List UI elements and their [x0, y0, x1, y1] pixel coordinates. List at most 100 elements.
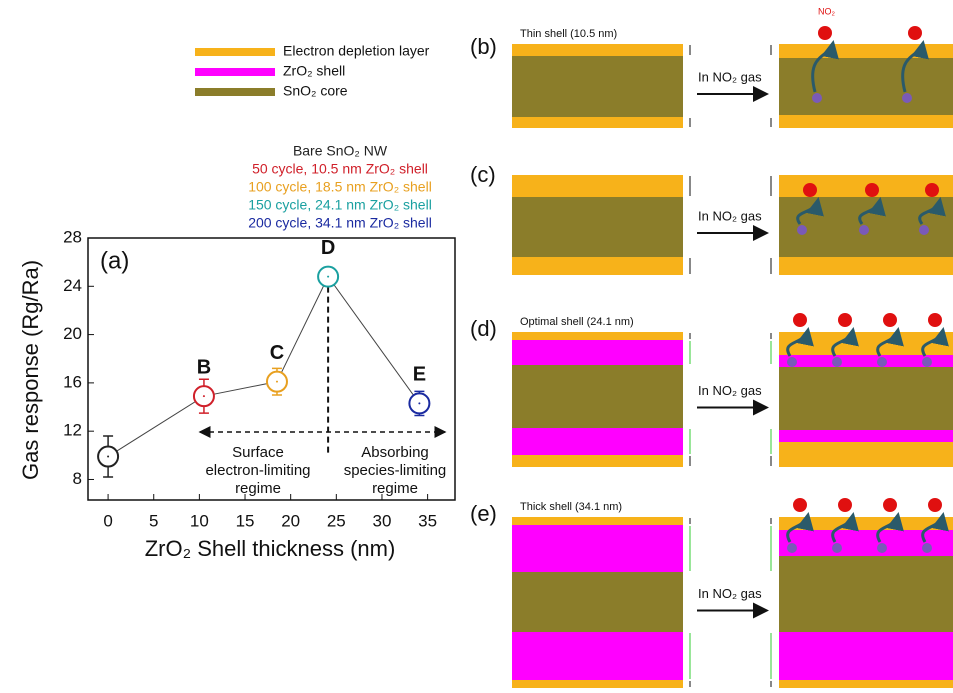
- electron: [919, 225, 929, 235]
- layer: [512, 632, 683, 680]
- layer: [512, 56, 683, 117]
- no2-molecule: [925, 183, 939, 197]
- electron: [859, 225, 869, 235]
- layer: [512, 365, 683, 428]
- regime-text: species-limiting: [344, 462, 447, 479]
- x-tick-label: 0: [103, 511, 112, 530]
- layer: [779, 115, 953, 128]
- layer-legend-label: Electron depletion layer: [283, 43, 430, 59]
- regime-text: regime: [372, 480, 418, 497]
- gas-label: In NO₂ gas: [698, 383, 762, 398]
- y-tick-label: 24: [63, 276, 82, 295]
- layer: [779, 257, 953, 275]
- regime-text: Absorbing: [361, 444, 429, 461]
- electron: [787, 357, 797, 367]
- point-label: D: [321, 237, 335, 259]
- x-tick-label: 20: [281, 511, 300, 530]
- gas-label: In NO₂ gas: [698, 586, 762, 601]
- no2-molecule: [928, 498, 942, 512]
- panel-label: (a): [100, 247, 129, 274]
- layer: [512, 257, 683, 275]
- layer: [512, 525, 683, 572]
- electron: [812, 93, 822, 103]
- layer: [512, 428, 683, 455]
- no2-molecule: [793, 313, 807, 327]
- no2-molecule: [883, 313, 897, 327]
- y-tick-label: 8: [73, 469, 82, 488]
- panel-label: (d): [470, 316, 497, 341]
- layer: [779, 44, 953, 58]
- layer: [512, 175, 683, 197]
- layer: [512, 340, 683, 365]
- electron: [877, 543, 887, 553]
- layer-swatch: [195, 88, 275, 96]
- electron: [922, 543, 932, 553]
- y-tick-label: 16: [63, 372, 82, 391]
- electron: [922, 357, 932, 367]
- point-label: B: [197, 356, 211, 378]
- layer: [512, 44, 683, 56]
- x-tick-label: 5: [149, 511, 158, 530]
- panel-label: (b): [470, 34, 497, 59]
- panel-label: (e): [470, 501, 497, 526]
- layer: [512, 517, 683, 525]
- y-tick-label: 28: [63, 227, 82, 246]
- no2-molecule: [883, 498, 897, 512]
- panel-label: (c): [470, 162, 496, 187]
- no2-molecule: [865, 183, 879, 197]
- point-label: C: [270, 342, 284, 364]
- y-axis-label: Gas response (Rg/Ra): [18, 260, 43, 480]
- x-axis-label: ZrO₂ Shell thickness (nm): [145, 536, 396, 561]
- layer: [779, 58, 953, 115]
- regime-text: regime: [235, 480, 281, 497]
- layer-swatch: [195, 68, 275, 76]
- electron: [787, 543, 797, 553]
- point-center: [276, 381, 278, 383]
- connector-line: [108, 277, 419, 457]
- legend-entry: 50 cycle, 10.5 nm ZrO₂ shell: [252, 161, 428, 177]
- layer: [512, 680, 683, 688]
- layer: [779, 632, 953, 680]
- x-tick-label: 10: [190, 511, 209, 530]
- legend-entry: 150 cycle, 24.1 nm ZrO₂ shell: [248, 197, 432, 213]
- electron: [797, 225, 807, 235]
- point-center: [327, 276, 329, 278]
- panel-title: Optimal shell (24.1 nm): [520, 316, 634, 328]
- layer: [512, 332, 683, 340]
- point-center: [418, 402, 420, 404]
- layer: [779, 556, 953, 632]
- legend-entry: 200 cycle, 34.1 nm ZrO₂ shell: [248, 215, 432, 231]
- layer: [512, 572, 683, 632]
- figure: (a) ZrO₂ Shell thickness (nm) Gas respon…: [0, 0, 953, 688]
- point-center: [203, 395, 205, 397]
- no2-molecule: [818, 26, 832, 40]
- molecule-label: NO₂: [818, 6, 836, 16]
- legend-entry: 100 cycle, 18.5 nm ZrO₂ shell: [248, 179, 432, 195]
- electron: [832, 357, 842, 367]
- electron: [832, 543, 842, 553]
- no2-molecule: [793, 498, 807, 512]
- x-tick-label: 35: [418, 511, 437, 530]
- layer-legend-label: SnO₂ core: [283, 83, 348, 99]
- layer: [512, 455, 683, 467]
- point-label: E: [413, 364, 426, 386]
- no2-molecule: [838, 313, 852, 327]
- no2-molecule: [908, 26, 922, 40]
- x-tick-label: 25: [327, 511, 346, 530]
- legend-entry: Bare SnO₂ NW: [293, 143, 388, 159]
- panel-title: Thin shell (10.5 nm): [520, 28, 617, 40]
- no2-molecule: [838, 498, 852, 512]
- layer-legend-label: ZrO₂ shell: [283, 63, 345, 79]
- gas-label: In NO₂ gas: [698, 208, 762, 223]
- layer: [779, 367, 953, 430]
- electron: [877, 357, 887, 367]
- x-tick-label: 30: [373, 511, 392, 530]
- layer: [779, 680, 953, 688]
- layer: [779, 442, 953, 467]
- gas-label: In NO₂ gas: [698, 69, 762, 84]
- y-tick-label: 20: [63, 324, 82, 343]
- regime-text: electron-limiting: [205, 462, 310, 479]
- layer: [512, 117, 683, 128]
- electron: [902, 93, 912, 103]
- y-tick-label: 12: [63, 421, 82, 440]
